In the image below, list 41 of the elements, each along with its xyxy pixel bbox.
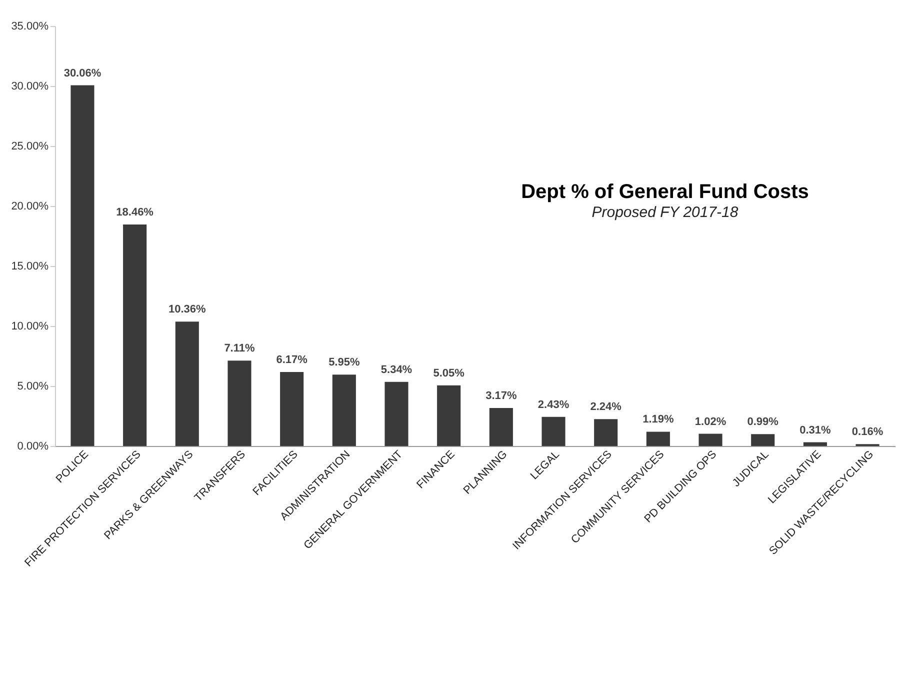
y-tick-label: 35.00% [11, 20, 49, 32]
data-label: 0.16% [852, 426, 884, 438]
bar [489, 408, 513, 446]
bar [542, 416, 566, 446]
y-tick-label: 25.00% [11, 140, 49, 152]
data-label: 2.24% [590, 401, 622, 414]
bar [228, 360, 252, 446]
y-tick-label: 15.00% [11, 260, 49, 272]
data-label: 0.99% [747, 416, 779, 428]
bar [175, 322, 199, 446]
bar [280, 372, 304, 446]
data-label: 1.02% [694, 416, 726, 428]
bar [698, 434, 722, 446]
data-label: 1.19% [642, 414, 674, 426]
text: Dept % of General Fund Costs [521, 181, 809, 203]
bar [123, 224, 147, 446]
bar [332, 374, 356, 446]
data-label: 6.17% [276, 354, 308, 366]
data-label: 5.95% [328, 356, 360, 369]
y-tick-label: 20.00% [11, 200, 49, 212]
data-label: 3.17% [486, 390, 517, 402]
y-tick-label: 0.00% [17, 440, 49, 452]
bar [384, 382, 408, 446]
y-tick-label: 5.00% [17, 380, 49, 392]
data-label: 10.36% [168, 304, 206, 316]
text: Proposed FY 2017-18 [592, 204, 739, 221]
bar [751, 434, 775, 446]
y-tick-label: 10.00% [11, 320, 49, 332]
data-label: 0.31% [800, 424, 831, 436]
bar [70, 85, 94, 446]
data-label: 30.06% [64, 67, 102, 80]
y-tick-label: 30.00% [11, 80, 49, 92]
data-label: 5.34% [380, 364, 412, 376]
data-label: 18.46% [116, 206, 154, 218]
data-label: 5.05% [433, 367, 465, 380]
bar [594, 419, 618, 446]
bar [803, 442, 827, 446]
data-label: 7.11% [224, 342, 255, 355]
bar [437, 385, 461, 446]
data-label: 2.43% [538, 398, 570, 411]
bar [646, 432, 670, 446]
